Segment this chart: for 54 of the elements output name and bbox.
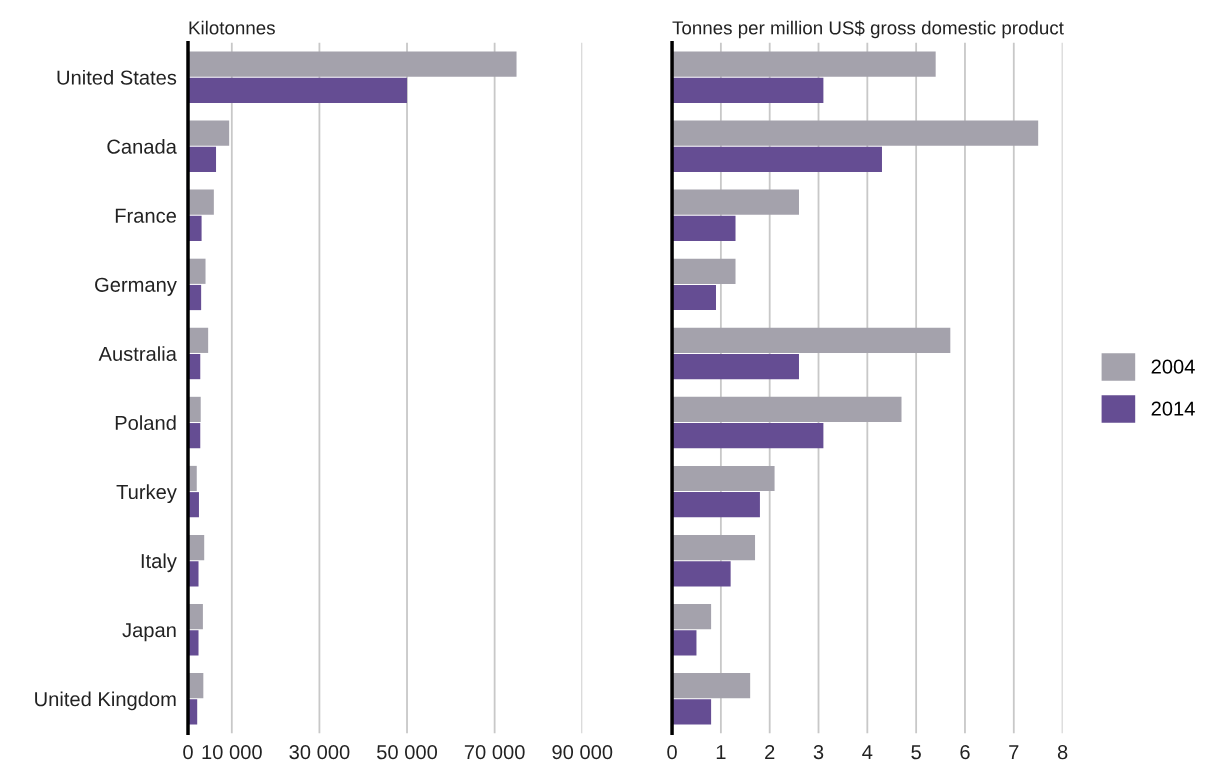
bar (672, 284, 716, 311)
x-tick-label: 4 (862, 745, 873, 760)
y-tick-label: Poland (115, 415, 176, 431)
x-tick-label: 90 000 (552, 744, 613, 760)
legend-label: 2004 (1151, 359, 1195, 374)
chart-title: Tonnes per million US$ gross domestic product (672, 20, 1064, 39)
bar (672, 561, 731, 587)
chart-title: Kilotonnes (189, 20, 275, 35)
x-tick-label: 3 (813, 744, 824, 760)
y-tick-label: Germany (95, 277, 177, 296)
bar (672, 215, 736, 242)
bar (188, 51, 517, 77)
x-tick-label: 70 000 (464, 744, 525, 760)
bar (672, 327, 951, 353)
bar (672, 604, 712, 630)
bar (672, 189, 799, 215)
bar (672, 534, 756, 561)
bar (672, 77, 824, 103)
bar (672, 492, 760, 518)
bar (188, 258, 206, 284)
y-tick-label: United Kingdom (35, 691, 176, 711)
bar (672, 396, 902, 423)
bar (188, 120, 230, 146)
y-tick-label: France (115, 208, 176, 223)
y-tick-label: Japan (122, 623, 176, 642)
x-tick-label: 7 (1009, 745, 1019, 760)
x-tick-label: 6 (960, 744, 970, 760)
y-tick-label: Turkey (116, 484, 177, 504)
y-tick-label: Australia (98, 346, 177, 361)
x-tick-label: 0 (667, 744, 677, 760)
bar (672, 423, 824, 449)
x-tick-label: 30 000 (289, 744, 350, 760)
bar (188, 146, 217, 172)
bar (672, 465, 775, 492)
x-tick-label: 50 000 (377, 744, 438, 760)
bar (672, 120, 1039, 146)
bar (672, 699, 712, 725)
bar (672, 51, 936, 77)
bar (672, 353, 799, 380)
x-tick-label: 8 (1057, 744, 1068, 760)
bar (672, 258, 736, 284)
bar (188, 77, 408, 103)
x-tick-label: 10 000 (202, 744, 262, 760)
y-tick-label: Canada (107, 138, 177, 154)
bar (672, 673, 751, 699)
x-tick-label: 0 (183, 744, 193, 760)
legend-label: 2014 (1151, 401, 1195, 416)
bar (672, 146, 882, 172)
x-tick-label: 2 (765, 744, 775, 760)
x-tick-label: 5 (911, 745, 921, 760)
x-tick-label: 1 (716, 745, 726, 760)
y-tick-label: United States (57, 69, 177, 85)
y-tick-label: Italy (141, 553, 177, 573)
bar (188, 189, 214, 215)
